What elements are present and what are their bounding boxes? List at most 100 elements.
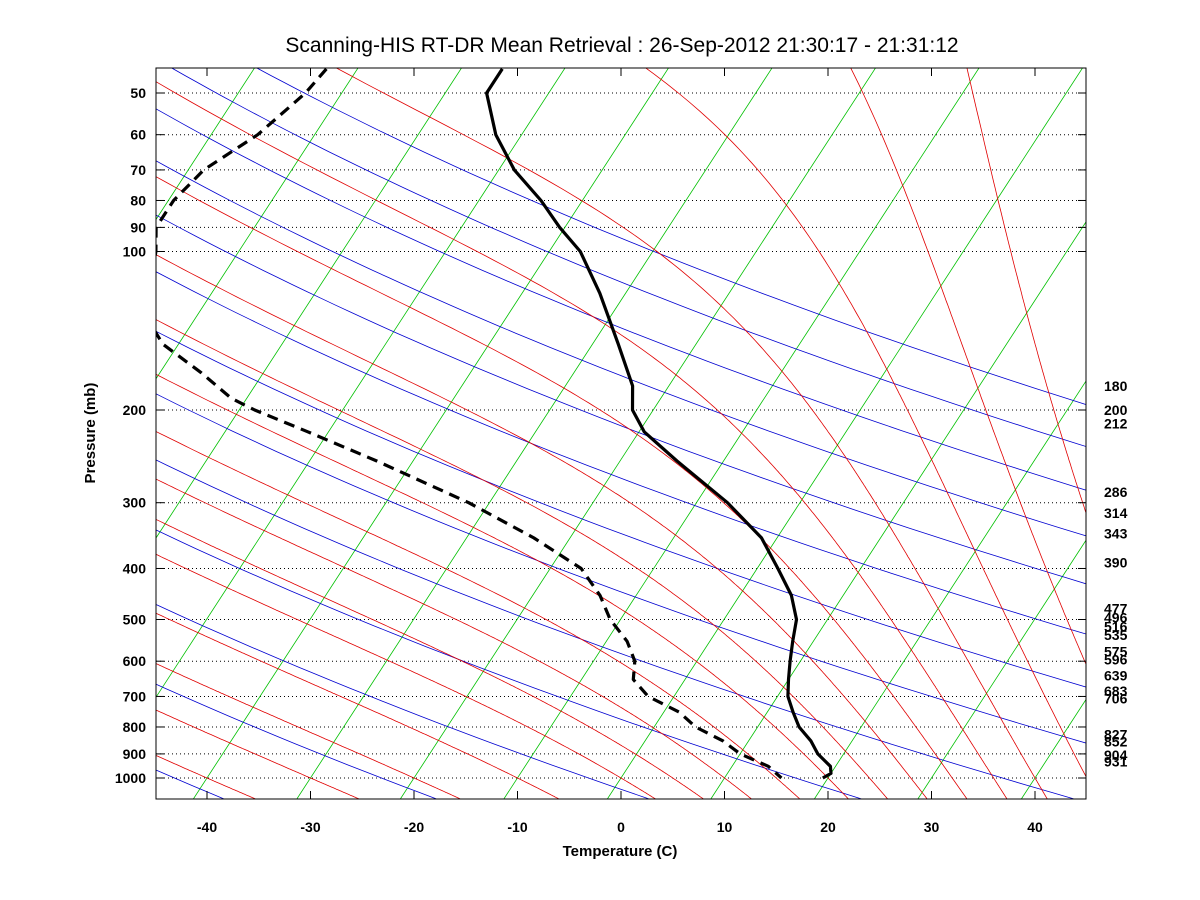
moist-adiabat-line <box>156 553 657 799</box>
moist-adiabat-line <box>156 478 753 799</box>
dry-adiabat-line <box>156 459 1076 799</box>
isotherm-line <box>156 68 255 221</box>
right-level-label: 827 <box>1104 727 1128 743</box>
moist-adiabat-line <box>156 254 928 799</box>
right-level-label: 496 <box>1104 610 1128 626</box>
y-tick-label: 600 <box>123 653 147 669</box>
temperature-profile-line <box>485 68 833 780</box>
y-tick-label: 200 <box>123 402 147 418</box>
chart-title: Scanning-HIS RT-DR Mean Retrieval : 26-S… <box>285 34 958 57</box>
right-side-labels: 1802002122863143433904774965165355755966… <box>1104 378 1128 770</box>
isotherm-line <box>710 221 1086 799</box>
right-level-label: 596 <box>1104 652 1128 668</box>
moist-adiabat-line <box>966 68 1086 515</box>
right-level-label: 343 <box>1104 525 1128 541</box>
x-tick-label: -30 <box>300 819 320 835</box>
y-axis-label: Pressure (mb) <box>82 383 99 484</box>
x-tick-label: -20 <box>404 819 424 835</box>
moist-adiabat-line <box>645 68 1086 778</box>
isotherm-line <box>606 68 1083 799</box>
x-tick-label: 0 <box>617 819 625 835</box>
isotherm-line <box>156 68 359 380</box>
right-level-label: 904 <box>1104 747 1128 763</box>
moist-adiabat-line <box>850 68 1086 666</box>
isotherm-line <box>296 68 773 799</box>
plot-frame <box>155 67 1087 800</box>
isotherm-line <box>156 68 566 698</box>
y-tick-label: 1000 <box>115 770 146 786</box>
right-level-label: 683 <box>1104 683 1128 699</box>
x-tick-label: -10 <box>507 819 527 835</box>
right-level-label: 575 <box>1104 643 1128 659</box>
y-tick-label: 80 <box>130 192 146 208</box>
moist-adiabat-line <box>156 709 361 799</box>
x-tick-label: 20 <box>820 819 836 835</box>
dewpoint-profile-line <box>156 68 783 780</box>
right-level-label: 477 <box>1104 601 1128 617</box>
x-tick-label: 30 <box>924 819 940 835</box>
isotherm-line <box>0 42 64 800</box>
right-level-label: 180 <box>1104 378 1128 394</box>
right-level-label: 390 <box>1104 555 1128 571</box>
isotherm-line <box>192 68 669 799</box>
moist-adiabat-line <box>156 755 257 799</box>
y-tick-label: 50 <box>130 85 146 101</box>
pressure-gridlines <box>156 92 1086 779</box>
right-level-label: 286 <box>1104 484 1128 500</box>
y-tick-label: 100 <box>123 243 147 259</box>
dry-adiabat-line <box>156 393 1086 744</box>
moist-adiabat-line <box>156 518 705 799</box>
x-tick-label: 40 <box>1027 819 1043 835</box>
y-tick-label: 60 <box>130 127 146 143</box>
right-level-label: 931 <box>1104 754 1128 770</box>
y-tick-label: 800 <box>123 719 147 735</box>
y-tick-label: 70 <box>130 162 146 178</box>
moist-adiabat-line <box>156 431 801 799</box>
dry-adiabat-line <box>156 683 438 799</box>
right-level-label: 706 <box>1104 690 1128 706</box>
y-tick-label: 90 <box>130 219 146 235</box>
moist-adiabat-line <box>156 663 462 799</box>
x-tick-label: 10 <box>717 819 733 835</box>
right-level-label: 200 <box>1104 402 1128 418</box>
y-tick-label: 700 <box>123 688 147 704</box>
dry-adiabat-line <box>156 108 1086 491</box>
right-level-label: 535 <box>1104 627 1128 643</box>
dry-adiabat-line <box>256 68 1086 406</box>
background-lines <box>0 42 1086 800</box>
right-level-label: 852 <box>1104 733 1128 749</box>
x-axis-label: Temperature (C) <box>563 843 678 860</box>
moist-adiabat-line <box>156 81 1008 799</box>
dry-adiabat-line <box>156 160 1086 537</box>
y-tick-label: 300 <box>123 495 147 511</box>
y-axis-ticks: 50 60 70 80 90 100 200 300 400 500 600 700 800 900 100… <box>115 85 1086 786</box>
isotherm-line <box>917 539 1086 799</box>
sounding-profiles <box>156 68 833 780</box>
right-level-label: 639 <box>1104 668 1128 684</box>
x-axis-ticks: -40 -30 -20 -10 0 10 20 30 40 <box>197 68 1043 835</box>
isotherm-line <box>399 68 876 799</box>
right-level-label: 212 <box>1104 415 1128 431</box>
right-level-label: 516 <box>1104 619 1128 635</box>
dry-adiabat-line <box>156 330 1086 688</box>
dry-adiabat-line <box>170 68 1086 447</box>
y-tick-label: 500 <box>123 612 147 628</box>
moist-adiabat-line <box>156 373 849 799</box>
dry-adiabat-line <box>156 769 226 799</box>
dry-adiabat-line <box>0 42 13 800</box>
right-level-label: 314 <box>1104 505 1128 521</box>
dry-adiabat-line <box>156 271 1086 635</box>
moist-adiabat-line <box>156 176 968 799</box>
isotherm-line <box>156 68 462 539</box>
isotherm-line <box>813 380 1086 799</box>
moist-adiabat-line <box>335 68 1048 799</box>
y-tick-label: 400 <box>123 560 147 576</box>
y-tick-label: 900 <box>123 746 147 762</box>
x-tick-label: -40 <box>197 819 217 835</box>
moist-adiabat-line <box>156 612 560 799</box>
dry-adiabat-line <box>156 214 1086 585</box>
dry-adiabat-line <box>156 529 863 799</box>
isotherm-line <box>503 68 980 799</box>
dry-adiabat-line <box>156 604 651 799</box>
